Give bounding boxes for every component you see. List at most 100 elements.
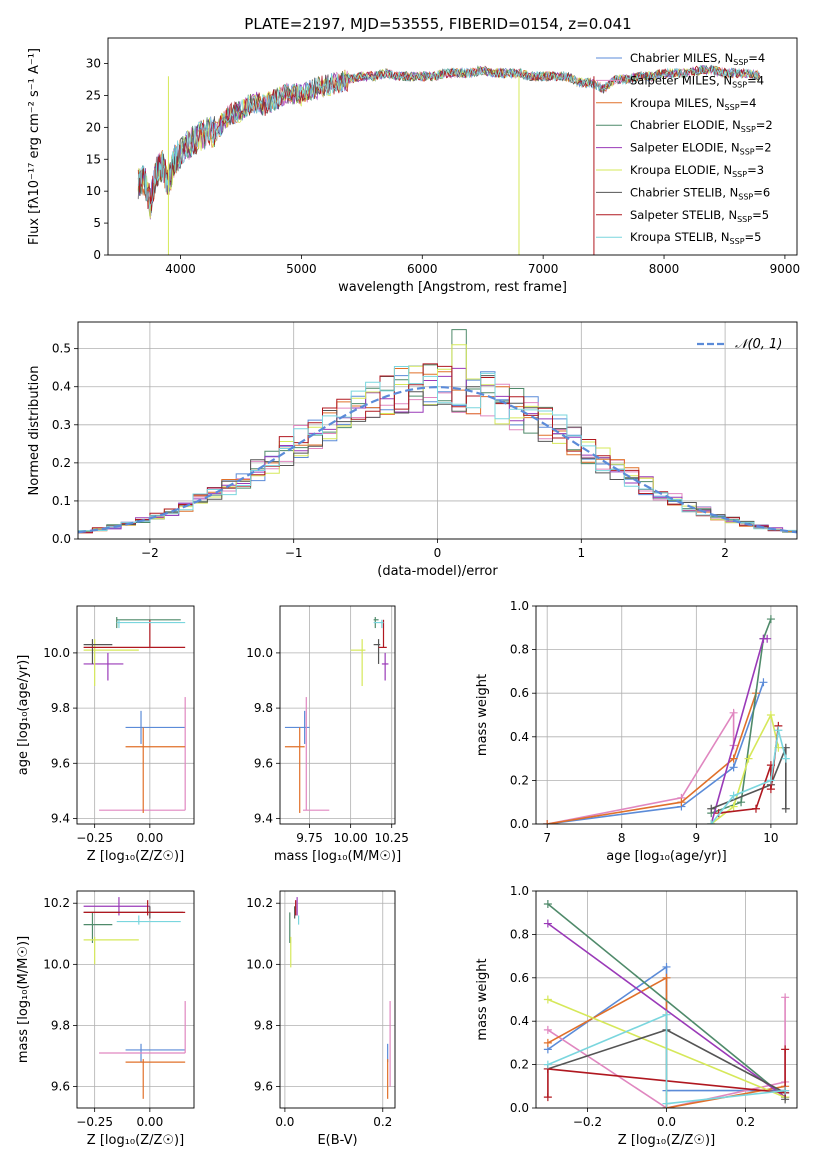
y-tick-label: 0.6: [510, 971, 529, 985]
weight-marker: [781, 1045, 790, 1054]
x-axis-label: wavelength [Angstrom, rest frame]: [338, 280, 567, 295]
x-tick-label: 0.00: [136, 831, 163, 845]
panel-age_vs_Z: −0.25 0.00 9.4 9.6 9.8 10.0 Z [log₁₀(Z/Z☉)] age…: [16, 605, 195, 864]
weight-marker: [543, 1093, 552, 1102]
weight-line-7: [718, 725, 780, 814]
weight-marker: [744, 754, 753, 763]
y-tick-label: 0: [93, 248, 101, 262]
y-tick-label: 1.0: [510, 599, 529, 613]
y-tick-label: 30: [86, 57, 101, 71]
spectrum-line-8: [137, 65, 760, 209]
x-tick-label: 0: [434, 546, 442, 560]
y-tick-label: 10.0: [246, 957, 273, 971]
y-axis-label: mass weight: [475, 674, 490, 756]
weight-marker: [729, 763, 738, 772]
weight-marker: [729, 802, 738, 811]
weight-marker: [766, 615, 775, 624]
y-tick-label: 10.0: [43, 646, 70, 660]
x-tick-label: −0.2: [573, 1115, 602, 1129]
y-tick-label: 0.6: [510, 686, 529, 700]
y-tick-label: 25: [86, 88, 101, 102]
weight-marker: [774, 726, 783, 735]
weight-marker: [781, 804, 790, 813]
plot-area: [543, 615, 790, 824]
axes-frame: [76, 890, 195, 1109]
x-tick-label: 9: [693, 831, 701, 845]
x-tick-label: −0.25: [76, 831, 113, 845]
x-tick-label: 6000: [407, 262, 438, 276]
weight-line-6: [710, 747, 787, 810]
y-tick-label: 10.2: [246, 896, 273, 910]
figure-title: PLATE=2197, MJD=53555, FIBERID=0154, z=0…: [244, 15, 631, 33]
x-tick-label: −2: [141, 546, 159, 560]
x-tick-label: 10: [763, 831, 778, 845]
x-tick-label: 4000: [165, 262, 196, 276]
y-tick-label: 0.2: [510, 773, 529, 787]
x-tick-label: 0.00: [136, 1115, 163, 1129]
weight-marker: [763, 634, 772, 643]
x-tick-label: 10.00: [333, 831, 367, 845]
axes-frame: [76, 605, 195, 825]
y-tick-label: 0.0: [510, 1101, 529, 1115]
weight-marker: [759, 678, 768, 687]
panel-weight_vs_age: 7 8 9 10 0.0 0.2 0.4 0.6 0.8 1.0 age [log₁₀(age/yr…: [475, 599, 798, 864]
y-tick-label: 15: [86, 152, 101, 166]
y-tick-label: 9.8: [254, 1018, 273, 1032]
weight-marker: [543, 1025, 552, 1034]
y-axis-label: mass [log₁₀(M/M☉)]: [16, 936, 31, 1063]
weight-marker: [729, 791, 738, 800]
legend-label: Salpeter ELODIE, NSSP=2: [630, 141, 772, 157]
weight-marker: [766, 711, 775, 719]
y-tick-label: 0.0: [52, 532, 71, 546]
plot-area: [83, 617, 186, 813]
legend-label: Salpeter MILES, NSSP=4: [630, 73, 764, 89]
panel-spectrum: 4000 5000 6000 7000 8000 9000 0 5 10 15 20 25 30 wave…: [27, 37, 800, 295]
legend-label: 𝒩(0, 1): [735, 337, 782, 352]
plot-area: [284, 617, 389, 813]
y-tick-label: 20: [86, 120, 101, 134]
y-axis-label: Flux [fλ10⁻¹⁷ erg cm⁻² s⁻¹ A⁻¹]: [27, 48, 42, 245]
y-tick-label: 10.0: [43, 957, 70, 971]
y-tick-label: 0.1: [52, 494, 71, 508]
legend-label: Chabrier STELIB, NSSP=6: [630, 185, 770, 201]
y-tick-label: 5: [93, 216, 101, 230]
weight-line-4: [710, 637, 768, 824]
x-tick-label: 5000: [286, 262, 317, 276]
panel-residuals: −2 −1 0 1 2 0.0 0.1 0.2 0.3 0.4 0.5 (data-model)/er…: [27, 321, 798, 579]
y-tick-label: 9.4: [51, 811, 70, 825]
y-tick-label: 9.4: [254, 811, 273, 825]
weight-marker: [662, 1099, 671, 1108]
normal-curve: [78, 385, 797, 534]
x-axis-label: Z [log₁₀(Z/Z☉)]: [618, 1133, 715, 1148]
x-tick-label: 9.75: [296, 831, 323, 845]
y-tick-label: 9.6: [51, 1080, 70, 1094]
weight-line-4: [547, 922, 786, 1098]
plot-area: [78, 329, 797, 534]
panel-age_vs_mass: 9.75 10.00 10.25 9.4 9.6 9.8 10.0 mass [log₁₀(M…: [246, 605, 409, 864]
axes-frame: [535, 605, 798, 825]
weight-line-2: [547, 692, 757, 824]
weight-marker: [662, 962, 671, 971]
weight-line-8: [547, 1013, 786, 1105]
legend-label: Chabrier MILES, NSSP=4: [630, 51, 765, 67]
weight-marker: [781, 754, 790, 763]
weight-line-1: [547, 709, 735, 824]
axes-frame: [279, 890, 396, 1109]
y-tick-label: 1.0: [510, 884, 529, 898]
x-tick-label: 7: [543, 831, 551, 845]
weight-line-1: [547, 997, 786, 1108]
y-tick-label: 10: [86, 184, 101, 198]
x-axis-label: Z [log₁₀(Z/Z☉)]: [87, 1133, 184, 1148]
weight-marker: [781, 1086, 790, 1095]
weight-marker: [766, 785, 775, 794]
x-axis-label: (data-model)/error: [377, 564, 498, 579]
plot-area: [289, 897, 391, 1099]
axes-frame: [107, 37, 798, 256]
weight-line-3: [710, 618, 772, 814]
weight-marker: [707, 804, 716, 813]
legend-label: Kroupa STELIB, NSSP=5: [630, 230, 761, 246]
histogram-7: [78, 363, 797, 534]
y-tick-label: 0.2: [510, 1058, 529, 1072]
x-tick-label: 0.0: [275, 1115, 294, 1129]
